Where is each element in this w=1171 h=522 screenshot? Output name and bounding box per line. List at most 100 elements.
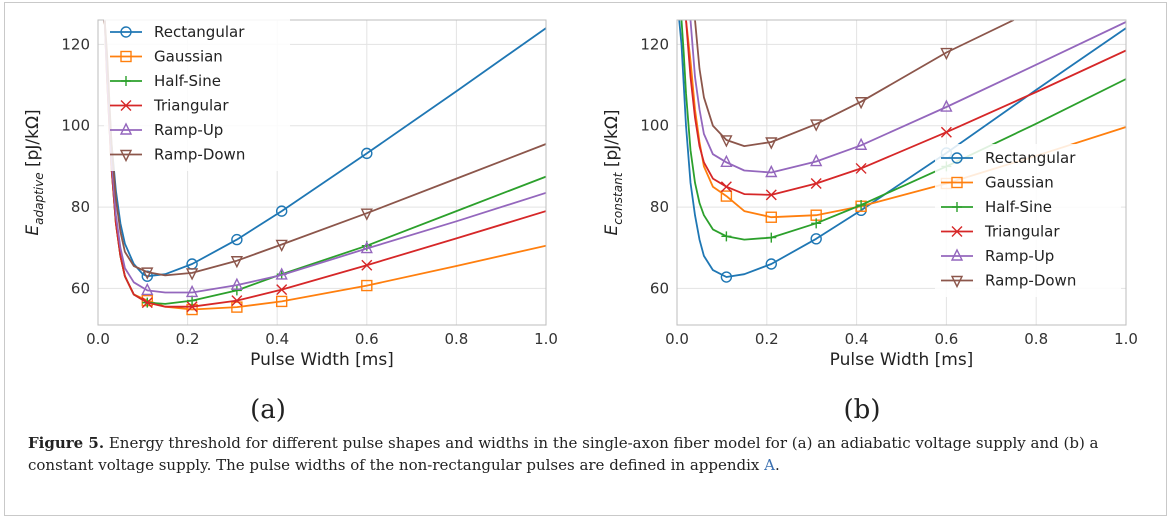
data-point xyxy=(275,267,288,280)
data-point xyxy=(141,297,153,309)
series-line-half-sine xyxy=(680,20,1126,241)
x-axis-label: Pulse Width [ms] xyxy=(830,350,974,370)
y-tick-label: 100 xyxy=(640,117,669,135)
data-point xyxy=(765,258,777,270)
data-point xyxy=(275,295,288,308)
legend-marker xyxy=(951,176,963,189)
caption-label: Figure 5. xyxy=(28,434,105,452)
x-tick-label: 0.2 xyxy=(176,330,200,348)
axes-frame xyxy=(97,19,547,326)
x-tick-label: 0.0 xyxy=(86,330,110,348)
panel-label: (a) xyxy=(250,395,286,425)
caption-text: Energy threshold for different pulse sha… xyxy=(28,434,1099,474)
data-point xyxy=(810,153,823,167)
data-point xyxy=(230,256,244,269)
legend-box xyxy=(935,144,1121,297)
x-tick-label: 0.4 xyxy=(845,330,869,348)
legend-marker xyxy=(121,76,131,86)
data-point xyxy=(141,282,154,296)
x-tick-label: 0.6 xyxy=(934,330,958,348)
y-tick-label: 80 xyxy=(71,198,90,216)
data-point xyxy=(276,284,288,296)
legend-marker xyxy=(120,26,132,38)
legend-label: Rectangular xyxy=(985,149,1076,167)
legend-label: Rectangular xyxy=(154,23,245,41)
y-tick-label: 60 xyxy=(71,279,90,297)
data-point xyxy=(185,268,199,281)
legend-box xyxy=(104,18,290,171)
figure-caption: Figure 5. Energy threshold for different… xyxy=(28,432,1143,476)
data-point xyxy=(361,147,373,160)
data-point xyxy=(361,259,373,271)
legend-label: Ramp-Down xyxy=(154,146,245,164)
legend-label: Triangular xyxy=(153,97,229,115)
plot-area xyxy=(103,20,546,316)
data-point xyxy=(811,218,822,229)
data-point xyxy=(186,301,198,313)
legend-marker xyxy=(950,275,964,289)
legend-marker xyxy=(951,226,963,237)
data-point xyxy=(855,162,867,174)
series-line-ramp-down xyxy=(694,20,1015,148)
x-axis-label: Pulse Width [ms] xyxy=(250,350,394,370)
legend-label: Triangular xyxy=(984,223,1060,241)
y-axis-label-symbol: E xyxy=(602,224,622,235)
legend-label: Ramp-Up xyxy=(154,121,223,139)
legend-marker xyxy=(119,122,133,135)
series-line-triangular xyxy=(685,20,1126,196)
data-point xyxy=(721,231,732,242)
x-tick-label: 0.8 xyxy=(444,330,468,348)
x-tick-label: 0.6 xyxy=(355,330,379,348)
y-tick-label: 120 xyxy=(61,35,90,53)
data-point xyxy=(765,137,778,150)
legend-marker xyxy=(951,152,963,164)
legend-marker xyxy=(120,50,132,63)
data-point xyxy=(231,285,242,296)
plot-area xyxy=(678,20,1126,283)
appendix-link[interactable]: A xyxy=(764,456,775,474)
y-axis-label-subscript: constant xyxy=(611,171,625,224)
data-point xyxy=(720,190,733,202)
legend: Rectangular Gaussian Half-Sine Triangular Ra… xyxy=(104,18,290,171)
legend-label: Half-Sine xyxy=(985,198,1052,216)
axes-frame xyxy=(676,19,1127,326)
data-point xyxy=(720,181,732,193)
y-axis-label: Econstant [pJ/kΩ] xyxy=(602,110,625,236)
series-line-ramp-up xyxy=(103,20,546,294)
y-tick-label: 60 xyxy=(650,279,669,297)
x-tick-label: 1.0 xyxy=(1114,330,1138,348)
y-axis-label-subscript: adaptive xyxy=(32,172,46,224)
y-axis-label-unit: [pJ/kΩ] xyxy=(602,110,622,173)
legend-marker xyxy=(950,248,964,261)
data-point xyxy=(360,240,373,254)
data-point xyxy=(856,200,867,211)
series-line-gaussian xyxy=(685,20,1126,219)
data-point xyxy=(810,177,822,189)
chart-panel-a: 0.0 0.2 0.4 0.6 0.8 1.0 60 80 100 120 Pulse Width … xyxy=(23,18,558,425)
caption-end: . xyxy=(774,456,780,474)
figure-frame xyxy=(4,2,1167,516)
legend-marker xyxy=(120,100,132,111)
data-point xyxy=(231,295,243,307)
legend-label: Gaussian xyxy=(985,174,1054,192)
data-point xyxy=(231,233,243,246)
data-point xyxy=(360,208,373,221)
legend-marker xyxy=(952,202,962,212)
data-point xyxy=(854,97,868,110)
data-point xyxy=(940,47,953,61)
legend-label: Ramp-Up xyxy=(985,247,1054,265)
x-tick-label: 0.0 xyxy=(665,330,689,348)
chart-panel-b: 0.0 0.2 0.4 0.6 0.8 1.0 60 80 100 120 Pulse Width … xyxy=(602,19,1138,425)
series-line-ramp-up xyxy=(689,20,1126,174)
y-tick-label: 100 xyxy=(61,117,90,135)
data-point xyxy=(940,126,952,138)
data-point xyxy=(766,232,777,243)
legend-marker xyxy=(119,149,133,163)
x-tick-label: 0.4 xyxy=(265,330,289,348)
data-point xyxy=(810,233,822,245)
legend: Rectangular Gaussian Half-Sine Triangular Ra… xyxy=(935,144,1121,297)
x-tick-label: 0.8 xyxy=(1024,330,1048,348)
data-point xyxy=(720,135,733,148)
series-line-rectangular xyxy=(678,20,1126,278)
legend-label: Gaussian xyxy=(154,48,223,66)
